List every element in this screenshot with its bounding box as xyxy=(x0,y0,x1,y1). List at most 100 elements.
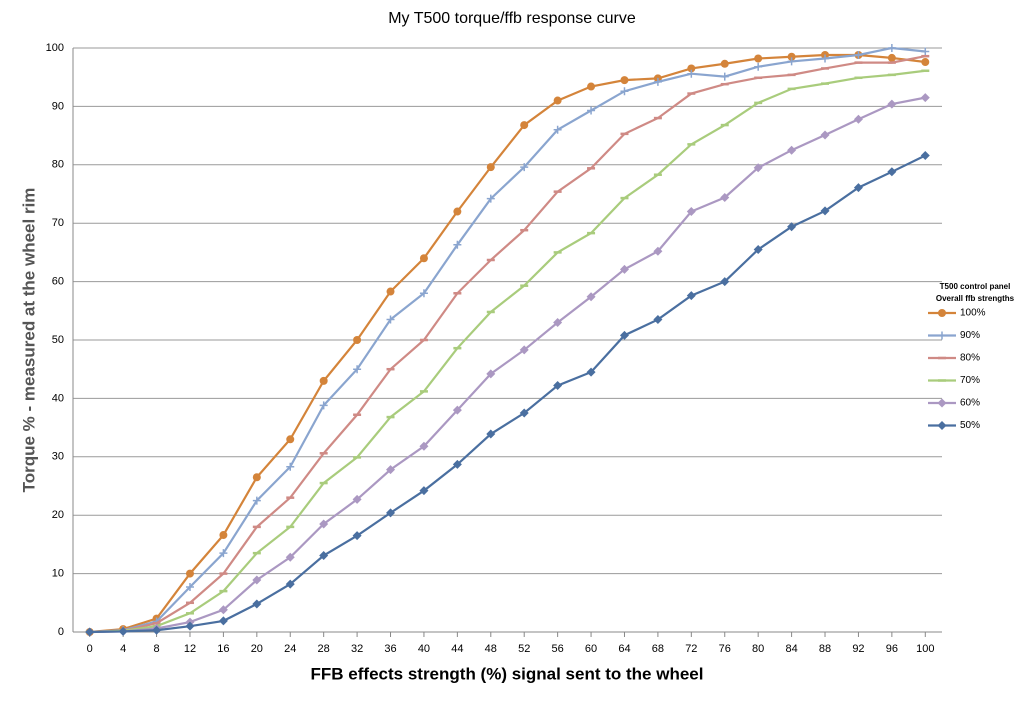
data-point xyxy=(252,496,261,505)
data-point xyxy=(152,625,162,635)
x-tick-label: 84 xyxy=(785,643,797,655)
legend-marker xyxy=(938,331,946,340)
data-point xyxy=(619,264,629,274)
data-point xyxy=(519,408,529,418)
y-tick-label: 20 xyxy=(52,509,64,521)
data-point xyxy=(285,579,295,589)
data-point xyxy=(686,291,696,301)
x-tick-label: 24 xyxy=(284,643,296,655)
legend-marker xyxy=(938,309,946,317)
data-point xyxy=(85,627,95,637)
data-point xyxy=(853,183,863,193)
data-point xyxy=(686,207,696,217)
x-axis-label: FFB effects strength (%) signal sent to … xyxy=(311,664,704,683)
x-tick-label: 44 xyxy=(451,643,463,655)
chart-title: My T500 torque/ffb response curve xyxy=(388,10,636,27)
data-point xyxy=(653,315,663,325)
data-point xyxy=(419,289,428,298)
data-point xyxy=(185,583,194,592)
data-point xyxy=(185,569,194,578)
x-tick-label: 36 xyxy=(384,643,396,655)
x-tick-label: 56 xyxy=(552,643,564,655)
data-point xyxy=(452,405,462,415)
data-point xyxy=(720,72,729,81)
data-point xyxy=(720,193,730,203)
data-point xyxy=(820,130,830,140)
data-point xyxy=(754,54,763,63)
y-tick-label: 100 xyxy=(46,42,64,54)
data-point xyxy=(319,401,328,410)
data-point xyxy=(252,473,261,482)
data-point xyxy=(352,531,362,541)
data-point xyxy=(486,369,496,379)
y-tick-label: 70 xyxy=(52,217,64,229)
data-point xyxy=(887,167,897,177)
y-tick-label: 60 xyxy=(52,276,64,288)
data-point xyxy=(252,575,262,585)
series-line xyxy=(89,69,926,634)
data-point xyxy=(620,87,629,96)
data-point xyxy=(587,106,596,115)
y-tick-label: 90 xyxy=(52,100,64,112)
data-point xyxy=(520,121,529,130)
y-tick-label: 40 xyxy=(52,392,64,404)
data-point xyxy=(887,44,896,52)
data-point xyxy=(586,292,596,302)
data-point xyxy=(453,240,462,249)
legend-label: 70% xyxy=(960,375,980,386)
data-point xyxy=(787,57,796,66)
data-point xyxy=(519,345,529,355)
data-point xyxy=(319,519,329,529)
data-point xyxy=(620,76,629,85)
data-point xyxy=(486,163,495,172)
data-point xyxy=(353,336,362,344)
legend-label: 100% xyxy=(960,308,986,319)
x-tick-label: 76 xyxy=(719,643,731,655)
data-point xyxy=(687,64,696,73)
data-point xyxy=(386,315,395,324)
data-point xyxy=(887,99,897,109)
x-tick-label: 96 xyxy=(886,643,898,655)
y-tick-label: 0 xyxy=(58,626,64,638)
series-line xyxy=(89,53,926,634)
x-tick-label: 8 xyxy=(153,643,159,655)
x-tick-label: 60 xyxy=(585,643,597,655)
x-tick-label: 68 xyxy=(652,643,664,655)
legend-marker xyxy=(937,421,947,430)
x-tick-label: 100 xyxy=(916,643,934,655)
data-point xyxy=(252,599,262,609)
data-point xyxy=(853,114,863,124)
x-tick-label: 92 xyxy=(852,643,864,655)
data-point xyxy=(587,82,596,91)
data-point xyxy=(386,465,396,475)
y-tick-label: 30 xyxy=(52,451,64,463)
data-point xyxy=(486,429,496,439)
data-point xyxy=(219,549,228,558)
data-point xyxy=(553,317,563,327)
data-point xyxy=(218,605,228,615)
series-line xyxy=(89,96,926,634)
data-point xyxy=(920,150,930,160)
x-tick-label: 88 xyxy=(819,643,831,655)
data-point xyxy=(887,53,896,62)
x-tick-label: 40 xyxy=(418,643,430,655)
data-point xyxy=(285,552,295,562)
data-point xyxy=(821,54,830,63)
data-point xyxy=(753,163,763,173)
data-point xyxy=(319,376,328,385)
data-point xyxy=(787,222,797,232)
x-tick-label: 32 xyxy=(351,643,363,655)
data-point xyxy=(352,494,362,504)
data-point xyxy=(219,531,228,540)
data-point xyxy=(452,459,462,469)
data-point xyxy=(419,441,429,451)
data-point xyxy=(720,59,729,68)
y-tick-label: 80 xyxy=(52,159,64,171)
x-tick-label: 72 xyxy=(685,643,697,655)
x-tick-label: 12 xyxy=(184,643,196,655)
y-axis-label: Torque % - measured at the wheel rim xyxy=(19,188,38,493)
legend-marker xyxy=(937,398,947,408)
legend-label: 50% xyxy=(960,420,980,431)
x-tick-label: 4 xyxy=(120,643,126,655)
